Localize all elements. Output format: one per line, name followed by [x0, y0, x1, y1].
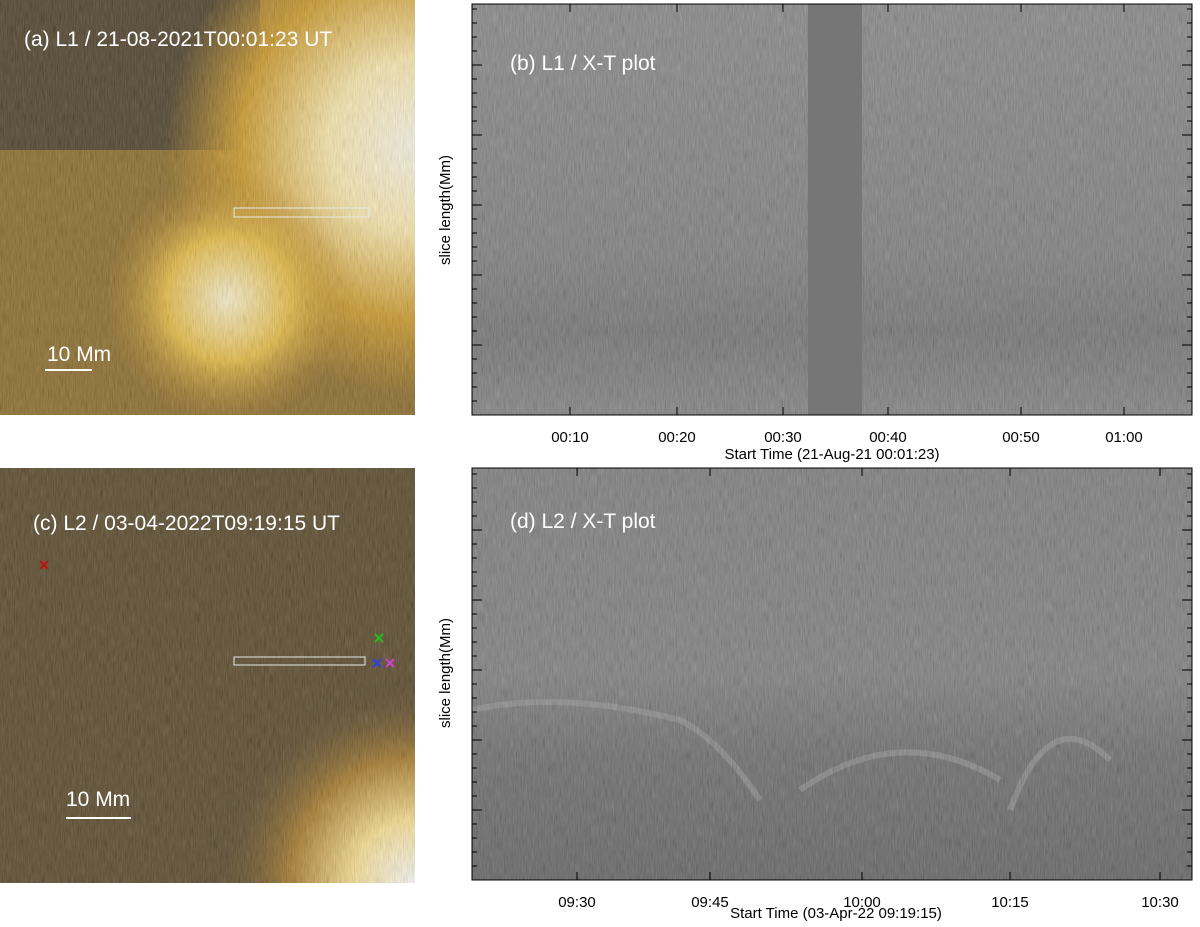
x-axis-label: Start Time (21-Aug-21 00:01:23)	[724, 446, 939, 463]
x-tick-label: 10:00	[843, 894, 881, 911]
y-axis-label: slice length(Mm)	[437, 618, 454, 728]
x-tick-label: 10:15	[991, 894, 1029, 911]
markers	[39, 560, 395, 668]
x-tick-label: 09:45	[691, 894, 729, 911]
panel-label: (d) L2 / X-T plot	[510, 510, 656, 533]
x-tick-label: 09:30	[558, 894, 596, 911]
cross-marker	[39, 560, 49, 570]
slit-box	[233, 207, 370, 218]
data-gap	[808, 4, 862, 415]
slit-box	[233, 656, 366, 666]
scale-bar-label: 10 Mm	[66, 788, 130, 811]
x-tick-label: 00:30	[764, 429, 802, 446]
x-tick-label: 00:40	[869, 429, 907, 446]
x-tick-label: 00:10	[551, 429, 589, 446]
panel-label: (c) L2 / 03-04-2022T09:19:15 UT	[33, 512, 340, 535]
y-axis-label: slice length(Mm)	[437, 155, 454, 265]
x-axis-label: Start Time (03-Apr-22 09:19:15)	[730, 905, 942, 922]
x-tick-label: 00:50	[1002, 429, 1040, 446]
plot-frame	[471, 467, 1193, 881]
scale-bar-label: 10 Mm	[47, 343, 111, 366]
x-tick-label: 10:30	[1141, 894, 1179, 911]
panel-label: (b) L1 / X-T plot	[510, 52, 656, 75]
panel-b: (b) L1 / X-T plot Start Time (21-Aug-21 …	[437, 3, 1193, 463]
texture	[0, 468, 415, 883]
texture	[472, 468, 1192, 880]
cross-marker	[374, 633, 384, 643]
x-tick-label: 01:00	[1105, 429, 1143, 446]
plot-frame	[471, 3, 1193, 416]
panel-c: 10 Mm (c) L2 / 03-04-2022T09:19:15 UT	[0, 468, 415, 883]
panel-a: 10 Mm (a) L1 / 21-08-2021T00:01:23 UT	[0, 0, 415, 415]
cross-marker	[385, 658, 395, 668]
panel-d: (d) L2 / X-T plot Start Time (03-Apr-22 …	[437, 467, 1193, 922]
panel-label: (a) L1 / 21-08-2021T00:01:23 UT	[24, 28, 332, 51]
x-tick-label: 00:20	[658, 429, 696, 446]
cross-marker	[372, 658, 382, 668]
